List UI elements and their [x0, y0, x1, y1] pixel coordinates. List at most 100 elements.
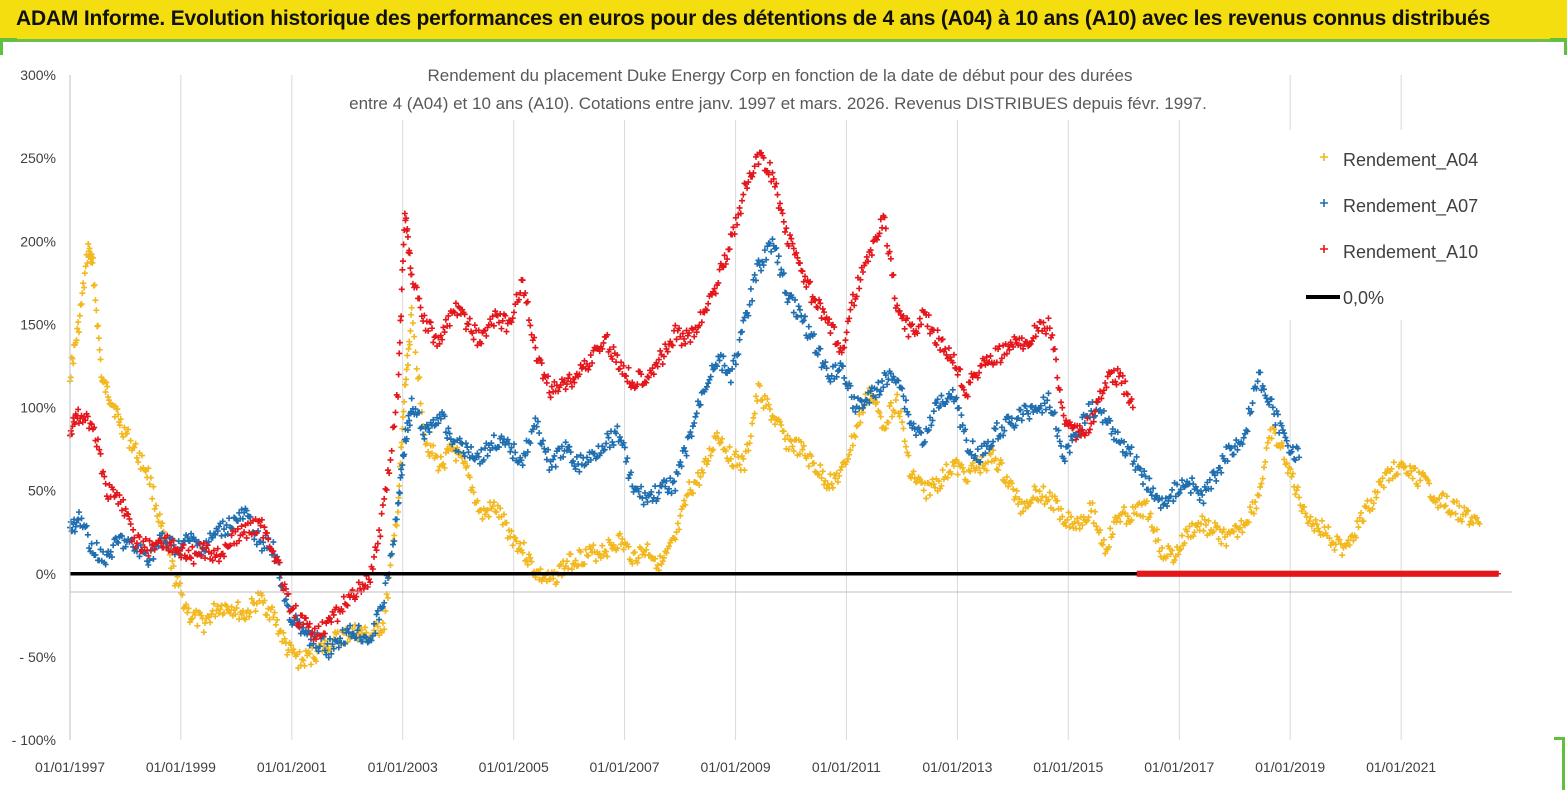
data-point [838, 463, 845, 470]
data-point [404, 427, 411, 434]
data-point [705, 457, 712, 464]
data-point [890, 373, 897, 380]
data-point [96, 346, 103, 353]
data-point [243, 507, 250, 514]
data-point [391, 423, 398, 430]
data-point [1281, 456, 1288, 463]
data-point [1068, 513, 1075, 520]
data-point [269, 604, 276, 611]
data-point [208, 611, 215, 618]
data-point [1200, 500, 1207, 507]
data-point [411, 333, 418, 340]
data-point [523, 299, 530, 306]
data-point [1443, 493, 1450, 500]
data-point [313, 658, 320, 665]
data-point [873, 386, 880, 393]
data-point [546, 389, 553, 396]
data-point [1298, 507, 1305, 514]
data-point [345, 629, 352, 636]
data-point [1405, 472, 1412, 479]
data-point [234, 599, 241, 606]
data-point [1071, 519, 1078, 526]
data-point [833, 340, 840, 347]
data-point [97, 450, 104, 457]
data-point [860, 404, 867, 411]
x-tick-label: 01/01/2011 [812, 759, 881, 775]
data-point [455, 448, 462, 455]
data-point [1288, 473, 1295, 480]
data-point [790, 448, 797, 455]
data-point [1139, 481, 1146, 488]
data-point [529, 426, 536, 433]
data-point [391, 538, 398, 545]
data-point [430, 339, 437, 346]
data-point [817, 462, 824, 469]
data-point [836, 472, 843, 479]
data-point [818, 475, 825, 482]
data-point [789, 443, 796, 450]
data-point [379, 603, 386, 610]
data-point [697, 401, 704, 408]
data-point [817, 345, 824, 352]
data-point [599, 542, 606, 549]
data-point [441, 413, 448, 420]
data-point [1129, 404, 1136, 411]
data-point [110, 542, 117, 549]
data-point [80, 280, 87, 287]
data-point [939, 466, 946, 473]
chart-legend: Rendement_A04 Rendement_A07 Rendement_A10 0… [1280, 130, 1508, 320]
data-point [133, 454, 140, 461]
data-point [1061, 458, 1068, 465]
data-point [915, 424, 922, 431]
data-point [576, 468, 583, 475]
data-point [1023, 407, 1030, 414]
data-point [1063, 523, 1070, 530]
data-point [263, 612, 270, 619]
page-header: ADAM Informe. Evolution historique des p… [0, 0, 1567, 42]
data-point [606, 444, 613, 451]
data-point [1268, 435, 1275, 442]
data-point [475, 453, 482, 460]
data-point [1332, 541, 1339, 548]
data-point [386, 470, 393, 477]
data-point [1079, 522, 1086, 529]
data-point [943, 398, 950, 405]
data-point [1027, 403, 1034, 410]
data-point [910, 468, 917, 475]
data-point [403, 366, 410, 373]
data-point [879, 377, 886, 384]
data-point [987, 451, 994, 458]
data-point [676, 526, 683, 533]
data-point [517, 540, 524, 547]
data-point [200, 629, 207, 636]
data-point [592, 558, 599, 565]
data-point [1005, 413, 1012, 420]
data-point [788, 438, 795, 445]
data-point [223, 522, 230, 529]
data-point [1414, 483, 1421, 490]
data-point [729, 365, 736, 372]
data-point [1064, 516, 1071, 523]
data-point [523, 557, 530, 564]
data-point [877, 413, 884, 420]
data-point [1223, 542, 1230, 549]
data-point [1377, 478, 1384, 485]
data-point [799, 446, 806, 453]
data-point [381, 599, 388, 606]
data-point [766, 240, 773, 247]
data-point [228, 525, 235, 532]
data-point [927, 414, 934, 421]
data-point [188, 555, 195, 562]
data-point [253, 541, 260, 548]
data-point [1465, 507, 1472, 514]
data-point [82, 263, 89, 270]
data-point [886, 403, 893, 410]
data-point [553, 579, 560, 586]
data-point [1093, 523, 1100, 530]
data-point [532, 344, 539, 351]
data-point [408, 395, 415, 402]
data-point [1214, 523, 1221, 530]
data-point [325, 654, 332, 661]
data-point [1315, 525, 1322, 532]
data-point [925, 426, 932, 433]
